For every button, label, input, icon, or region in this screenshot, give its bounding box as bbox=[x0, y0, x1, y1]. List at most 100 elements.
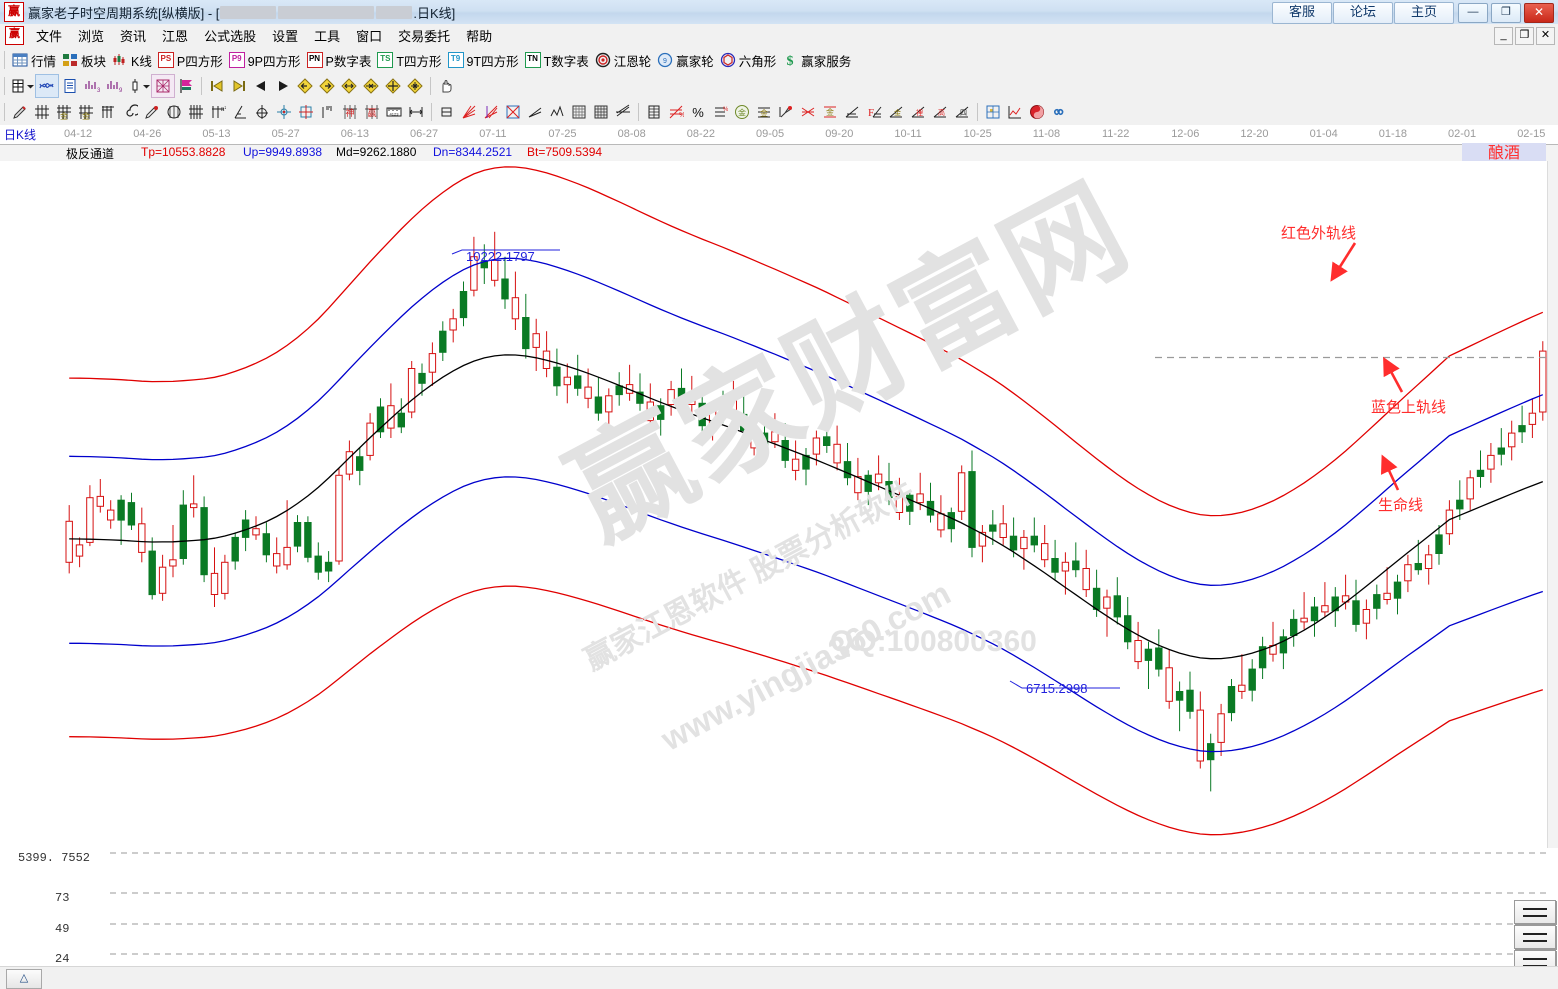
crosshair-target-button[interactable] bbox=[273, 101, 295, 123]
angle-tool-button[interactable] bbox=[229, 101, 251, 123]
pan-left-button[interactable] bbox=[294, 75, 316, 97]
ladder-button[interactable] bbox=[643, 101, 665, 123]
gold-underline-button[interactable]: 金 bbox=[819, 101, 841, 123]
si-tool-button[interactable]: 四 bbox=[951, 101, 973, 123]
box-plot-button[interactable] bbox=[436, 101, 458, 123]
menu-item-window[interactable]: 窗口 bbox=[356, 29, 383, 44]
ruler-button[interactable]: 4123 bbox=[383, 101, 405, 123]
toolbar-winner-wheel-button[interactable]: 9 赢家轮 bbox=[654, 49, 717, 71]
percent-sign-button[interactable]: % bbox=[687, 101, 709, 123]
single-candle-button[interactable] bbox=[125, 75, 151, 97]
forum-link-button[interactable]: 论坛 bbox=[1333, 2, 1393, 24]
trend-chart-button[interactable] bbox=[1004, 101, 1026, 123]
subchart-9-button[interactable]: 9 bbox=[103, 75, 125, 97]
infinity-button[interactable] bbox=[1048, 101, 1070, 123]
menu-item-formula-picker[interactable]: 公式选股 bbox=[204, 29, 257, 44]
rocket-button[interactable] bbox=[775, 101, 797, 123]
measure-span-button[interactable] bbox=[405, 101, 427, 123]
chart-vertical-scrollbar[interactable] bbox=[1547, 161, 1558, 848]
gann-box-button[interactable] bbox=[151, 74, 175, 98]
toolbar-9p-square-button[interactable]: P9 9P四方形 bbox=[226, 49, 304, 71]
chevron-down-icon[interactable] bbox=[142, 83, 150, 90]
gold-ratio-2-button[interactable]: 金 bbox=[75, 101, 97, 123]
grid-solid-button[interactable] bbox=[590, 101, 612, 123]
menu-item-gann[interactable]: 江恩 bbox=[162, 29, 189, 44]
crosshair-circle-button[interactable] bbox=[251, 101, 273, 123]
homepage-link-button[interactable]: 主页 bbox=[1394, 2, 1454, 24]
fit-screen-button[interactable] bbox=[404, 75, 426, 97]
document-list-button[interactable] bbox=[59, 75, 81, 97]
percent-lines-button[interactable] bbox=[317, 101, 339, 123]
mdi-close-button[interactable]: ✕ bbox=[1536, 27, 1555, 45]
skip-first-button[interactable] bbox=[206, 75, 228, 97]
pen-marker-button[interactable] bbox=[141, 101, 163, 123]
shen-tool-button[interactable]: 神 bbox=[339, 101, 361, 123]
gold-lines-button[interactable]: 金 bbox=[753, 101, 775, 123]
toolbar-kline-button[interactable]: K线 bbox=[109, 49, 155, 71]
menu-item-help[interactable]: 帮助 bbox=[466, 29, 493, 44]
percent-fan-button[interactable]: % bbox=[665, 101, 687, 123]
hand-drag-button[interactable] bbox=[435, 75, 457, 97]
expand-horizontal-button[interactable] bbox=[338, 75, 360, 97]
main-kline-chart[interactable] bbox=[0, 161, 1558, 848]
toolbar-quotes-button[interactable]: 行情 bbox=[9, 49, 59, 71]
window-maximize-button[interactable]: ❐ bbox=[1491, 3, 1521, 23]
toolbar-hexagon-button[interactable]: 六角形 bbox=[717, 49, 780, 71]
expand-all-button[interactable] bbox=[382, 75, 404, 97]
percent-lines-red-button[interactable]: % bbox=[709, 101, 731, 123]
menu-item-file[interactable]: 文件 bbox=[36, 29, 63, 44]
gold-slash-button[interactable]: 金 bbox=[885, 101, 907, 123]
lower-pane-button-1[interactable] bbox=[1514, 900, 1556, 924]
compress-horizontal-button[interactable] bbox=[360, 75, 382, 97]
n-square-button[interactable]: n² bbox=[207, 101, 229, 123]
play-back-button[interactable] bbox=[250, 75, 272, 97]
grid-dense-button[interactable] bbox=[568, 101, 590, 123]
fan-lines-button[interactable] bbox=[97, 101, 119, 123]
yinyang-button[interactable] bbox=[1026, 101, 1048, 123]
menu-item-browse[interactable]: 浏览 bbox=[78, 29, 105, 44]
mdi-restore-button[interactable]: ❐ bbox=[1515, 27, 1534, 45]
toolbar-gann-wheel-button[interactable]: 江恩轮 bbox=[592, 49, 655, 71]
lower-pane-button-2[interactable] bbox=[1514, 925, 1556, 949]
subchart-3-button[interactable]: 3 bbox=[81, 75, 103, 97]
skip-last-button[interactable] bbox=[228, 75, 250, 97]
overlay-curves-button[interactable] bbox=[35, 74, 59, 98]
toolbar-9t-square-button[interactable]: T9 9T四方形 bbox=[445, 49, 522, 71]
support-link-button[interactable]: 客服 bbox=[1272, 2, 1332, 24]
parallel-slope-button[interactable] bbox=[612, 101, 634, 123]
toolbar-sector-button[interactable]: 板块 bbox=[59, 49, 109, 71]
red-cross-lines-button[interactable] bbox=[797, 101, 819, 123]
menu-item-tools[interactable]: 工具 bbox=[314, 29, 341, 44]
flag-marker-button[interactable] bbox=[175, 75, 197, 97]
toolbar-winner-service-button[interactable]: $ 赢家服务 bbox=[779, 49, 854, 71]
red-angle-button[interactable] bbox=[480, 101, 502, 123]
grid-lines-button[interactable] bbox=[31, 101, 53, 123]
red-fan-button[interactable] bbox=[458, 101, 480, 123]
zigzag-button[interactable] bbox=[546, 101, 568, 123]
window-close-button[interactable]: ✕ bbox=[1524, 3, 1554, 23]
gold-ratio-1-button[interactable]: 金 bbox=[53, 101, 75, 123]
f-lines-button[interactable]: F bbox=[863, 101, 885, 123]
menu-item-settings[interactable]: 设置 bbox=[272, 29, 299, 44]
toolbar-t-square-button[interactable]: TS T四方形 bbox=[374, 49, 444, 71]
play-forward-button[interactable] bbox=[272, 75, 294, 97]
blue-grid-fan-button[interactable] bbox=[502, 101, 524, 123]
pen-draw-button[interactable] bbox=[9, 101, 31, 123]
slope-lines-button[interactable] bbox=[524, 101, 546, 123]
gold-circle-button[interactable]: 金 bbox=[731, 101, 753, 123]
mdi-minimize-button[interactable]: _ bbox=[1494, 27, 1513, 45]
spiral-button[interactable] bbox=[119, 101, 141, 123]
li-tool-button[interactable]: 裡 bbox=[907, 101, 929, 123]
toolbar-t-number-table-button[interactable]: TN T数字表 bbox=[522, 49, 592, 71]
status-triangle-button[interactable]: △ bbox=[6, 969, 42, 989]
toolbar-p-square-button[interactable]: PS P四方形 bbox=[155, 49, 226, 71]
window-minimize-button[interactable]: — bbox=[1458, 3, 1488, 23]
table-grid-button[interactable] bbox=[982, 101, 1004, 123]
menu-item-news[interactable]: 资讯 bbox=[120, 29, 147, 44]
gao-tool-button[interactable]: 高 bbox=[929, 101, 951, 123]
menu-item-trade[interactable]: 交易委托 bbox=[398, 29, 451, 44]
ying-tool-button[interactable]: 赢 bbox=[361, 101, 383, 123]
slash-lines-button[interactable] bbox=[841, 101, 863, 123]
candlestick-canvas[interactable] bbox=[0, 161, 1558, 848]
vertical-grid-button[interactable] bbox=[185, 101, 207, 123]
